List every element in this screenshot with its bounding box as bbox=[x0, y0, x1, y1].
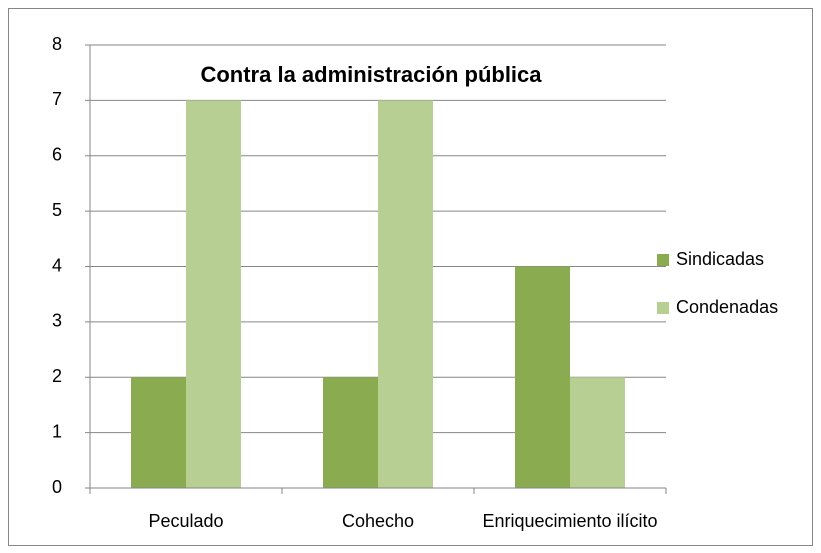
y-tick-label: 1 bbox=[52, 421, 62, 441]
legend-label: Condenadas bbox=[676, 297, 778, 317]
bar bbox=[570, 377, 625, 488]
legend-label: Sindicadas bbox=[676, 249, 764, 269]
y-tick-label: 5 bbox=[52, 200, 62, 220]
y-tick-label: 6 bbox=[52, 145, 62, 165]
y-tick-label: 0 bbox=[52, 477, 62, 497]
x-tick-label: Enriquecimiento ilícito bbox=[482, 511, 657, 531]
legend-swatch bbox=[657, 302, 669, 314]
chart-title: Contra la administración pública bbox=[200, 62, 542, 87]
x-tick-label: Peculado bbox=[148, 511, 223, 531]
bar bbox=[378, 100, 433, 488]
y-tick-label: 2 bbox=[52, 366, 62, 386]
bar bbox=[515, 266, 570, 488]
x-tick-label: Cohecho bbox=[342, 511, 414, 531]
y-tick-label: 8 bbox=[52, 34, 62, 54]
y-tick-label: 3 bbox=[52, 311, 62, 331]
legend-swatch bbox=[657, 254, 669, 266]
bar bbox=[323, 377, 378, 488]
bar bbox=[131, 377, 186, 488]
bar bbox=[186, 100, 241, 488]
y-tick-label: 7 bbox=[52, 89, 62, 109]
y-tick-label: 4 bbox=[52, 255, 62, 275]
